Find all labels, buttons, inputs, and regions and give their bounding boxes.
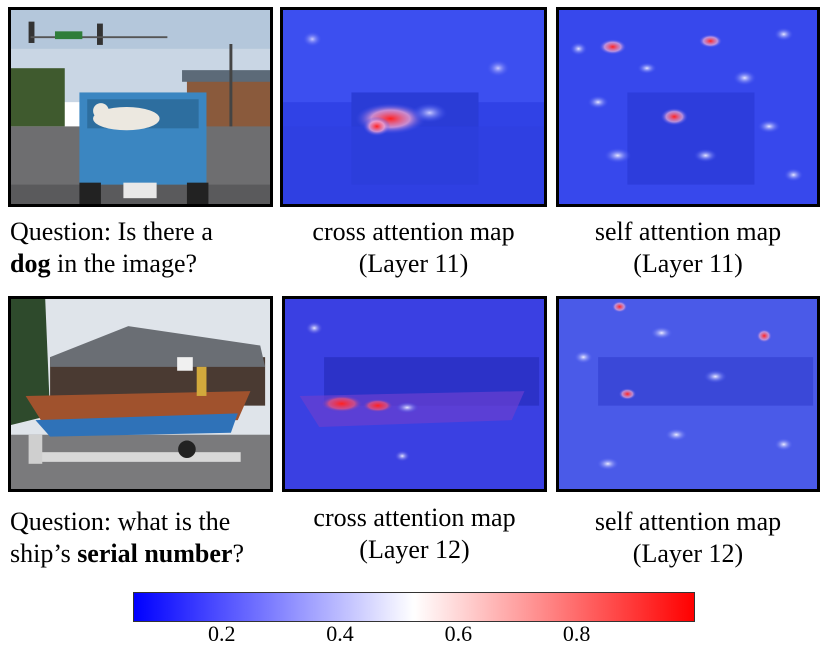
colorbar-tick-label: 0.4 xyxy=(326,621,354,646)
question-text: Question: what is the xyxy=(10,507,231,536)
photo-boat-trailer xyxy=(8,296,273,492)
question-caption-row-1: Question: Is there a dog in the image? xyxy=(10,216,213,280)
self-attention-map-layer-12 xyxy=(556,296,820,492)
map-caption-cross-layer-11: cross attention map (Layer 11) xyxy=(312,217,515,278)
question-text: ? xyxy=(232,539,244,568)
photo-truck-dog xyxy=(8,7,273,207)
question-keyword: serial number xyxy=(77,539,233,568)
cross-attention-map-layer-11 xyxy=(280,7,547,207)
question-keyword: dog xyxy=(10,249,51,278)
attention-colorbar xyxy=(133,592,695,622)
map-caption-self-layer-12: self attention map (Layer 12) xyxy=(594,507,782,568)
self-attention-map-layer-11 xyxy=(556,7,820,207)
colorbar-tick-label: 0.2 xyxy=(207,621,236,646)
question-text: ship’s xyxy=(10,539,78,568)
question-caption-row-2: Question: what is the ship’s serial numbe… xyxy=(10,506,244,570)
map-caption-self-layer-11: self attention map (Layer 11) xyxy=(594,217,782,278)
question-text: in the image? xyxy=(50,249,198,278)
colorbar-tick-label: 0.8 xyxy=(562,621,591,646)
question-text: Question: Is there a xyxy=(10,217,213,246)
colorbar-tick-label: 0.6 xyxy=(444,621,473,646)
cross-attention-map-layer-12 xyxy=(282,296,547,492)
map-caption-cross-layer-12: cross attention map (Layer 12) xyxy=(313,503,516,564)
